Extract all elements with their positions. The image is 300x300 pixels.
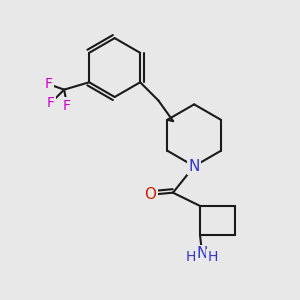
Text: F: F: [47, 96, 55, 110]
Text: H: H: [185, 250, 196, 264]
Text: F: F: [45, 77, 53, 91]
Text: N: N: [188, 159, 200, 174]
Text: N: N: [196, 246, 208, 261]
Text: H: H: [208, 250, 218, 264]
Text: O: O: [144, 187, 156, 202]
Text: F: F: [62, 99, 70, 113]
